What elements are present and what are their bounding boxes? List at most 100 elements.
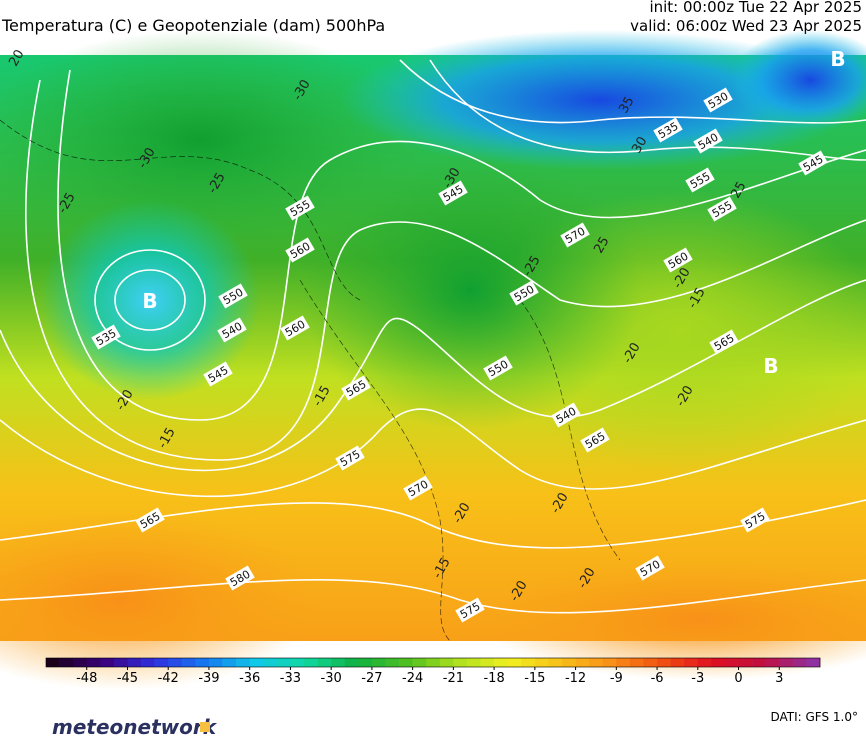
color-swatch bbox=[534, 658, 549, 667]
colorbar-tick-label: -45 bbox=[117, 671, 138, 686]
low-marker: B bbox=[142, 289, 157, 313]
color-swatch bbox=[208, 658, 223, 667]
label-box bbox=[663, 247, 693, 273]
label-box bbox=[285, 237, 315, 263]
label-box bbox=[135, 507, 165, 533]
color-swatch bbox=[439, 658, 454, 667]
color-swatch bbox=[263, 658, 278, 667]
color-swatch bbox=[73, 658, 88, 667]
colorbar-tick-label: -3 bbox=[691, 671, 704, 686]
label-box bbox=[280, 315, 310, 341]
color-swatch bbox=[466, 658, 481, 667]
label-box bbox=[740, 507, 770, 533]
label-box bbox=[551, 402, 581, 428]
colorbar-frame bbox=[45, 657, 821, 668]
color-swatch bbox=[46, 658, 60, 667]
color-swatch bbox=[426, 658, 441, 667]
colorbar-tick-label: -27 bbox=[361, 671, 382, 686]
low-marker: B bbox=[763, 354, 778, 378]
color-swatch bbox=[304, 658, 318, 667]
color-swatch bbox=[548, 658, 563, 667]
temperature-label: 20 bbox=[6, 47, 27, 69]
color-swatch bbox=[358, 658, 373, 667]
temperature-label: 30 bbox=[629, 134, 650, 156]
color-swatch bbox=[453, 658, 468, 667]
data-source: DATI: GFS 1.0° bbox=[770, 710, 858, 724]
color-swatch bbox=[276, 658, 291, 667]
color-swatch bbox=[521, 658, 536, 667]
color-swatch bbox=[399, 658, 413, 667]
temperature-label: 25 bbox=[728, 179, 749, 201]
title: Temperatura (C) e Geopotenziale (dam) 50… bbox=[1, 16, 385, 35]
label-box bbox=[225, 565, 255, 591]
init-time: init: 00:00z Tue 22 Apr 2025 bbox=[649, 0, 862, 16]
logo-mark bbox=[200, 722, 210, 732]
label-box bbox=[438, 180, 468, 206]
label-box bbox=[217, 317, 247, 343]
color-swatch bbox=[670, 658, 685, 667]
colorbar-tick-label: -39 bbox=[198, 671, 219, 686]
color-swatch bbox=[752, 658, 766, 667]
color-swatch bbox=[222, 658, 237, 667]
colorbar-tick-label: -48 bbox=[76, 671, 97, 686]
color-swatch bbox=[195, 658, 210, 667]
map-field bbox=[0, 30, 866, 690]
color-swatch bbox=[589, 658, 604, 667]
color-swatch bbox=[290, 658, 305, 667]
colorbar-tick-label: -21 bbox=[443, 671, 464, 686]
colorbar-tick-label: -36 bbox=[239, 671, 260, 686]
color-swatch bbox=[724, 658, 739, 667]
logo: meteonetwork bbox=[52, 715, 218, 737]
label-box bbox=[685, 167, 715, 193]
label-box bbox=[693, 128, 723, 154]
label-box bbox=[285, 195, 315, 221]
temperature-label: 35 bbox=[616, 94, 637, 116]
color-swatch bbox=[412, 658, 427, 667]
color-swatch bbox=[168, 658, 183, 667]
colorbar-tick-label: 3 bbox=[775, 671, 783, 686]
colorbar-tick-label: -18 bbox=[483, 671, 504, 686]
label-box bbox=[635, 555, 665, 581]
color-swatch bbox=[779, 658, 794, 667]
colorbar-tick-label: -33 bbox=[280, 671, 301, 686]
color-swatch bbox=[100, 658, 115, 667]
color-swatch bbox=[141, 658, 155, 667]
colorbar-tick-label: -12 bbox=[565, 671, 586, 686]
colorbar: -48 -45 -42 -39 -36 -33 -3 0 -27 -24 -21 -18 -15 -12 -… bbox=[45, 657, 821, 686]
colorbar-tick-label: -15 bbox=[524, 671, 545, 686]
color-swatch bbox=[59, 658, 74, 667]
label-box bbox=[709, 329, 739, 355]
color-swatch bbox=[806, 658, 821, 667]
label-box bbox=[218, 283, 248, 309]
label-box bbox=[703, 87, 733, 113]
color-swatch bbox=[127, 658, 142, 667]
label-box bbox=[483, 355, 513, 381]
color-swatch bbox=[629, 658, 644, 667]
colorbar-tick-label: 0 bbox=[734, 671, 742, 686]
label-box bbox=[341, 375, 371, 401]
label-box bbox=[335, 445, 365, 471]
color-swatch bbox=[792, 658, 807, 667]
color-swatch bbox=[602, 658, 617, 667]
color-swatch bbox=[738, 658, 753, 667]
colorbar-tick-label: -24 bbox=[402, 671, 423, 686]
label-box bbox=[403, 475, 433, 501]
label-box bbox=[455, 597, 485, 623]
color-swatch bbox=[765, 658, 780, 667]
color-swatch bbox=[616, 658, 631, 667]
color-swatch bbox=[113, 658, 128, 667]
colorbar-tick-label: -6 bbox=[651, 671, 664, 686]
color-swatch bbox=[480, 658, 495, 667]
colorbar-tick-label: -42 bbox=[158, 671, 179, 686]
temperature-label: 25 bbox=[591, 234, 612, 256]
color-swatch bbox=[507, 658, 522, 667]
label-box bbox=[560, 222, 590, 248]
color-swatch bbox=[371, 658, 386, 667]
color-swatch bbox=[331, 658, 346, 667]
color-swatch bbox=[697, 658, 712, 667]
label-box bbox=[203, 361, 233, 387]
label-box bbox=[91, 324, 121, 350]
color-swatch bbox=[684, 658, 699, 667]
